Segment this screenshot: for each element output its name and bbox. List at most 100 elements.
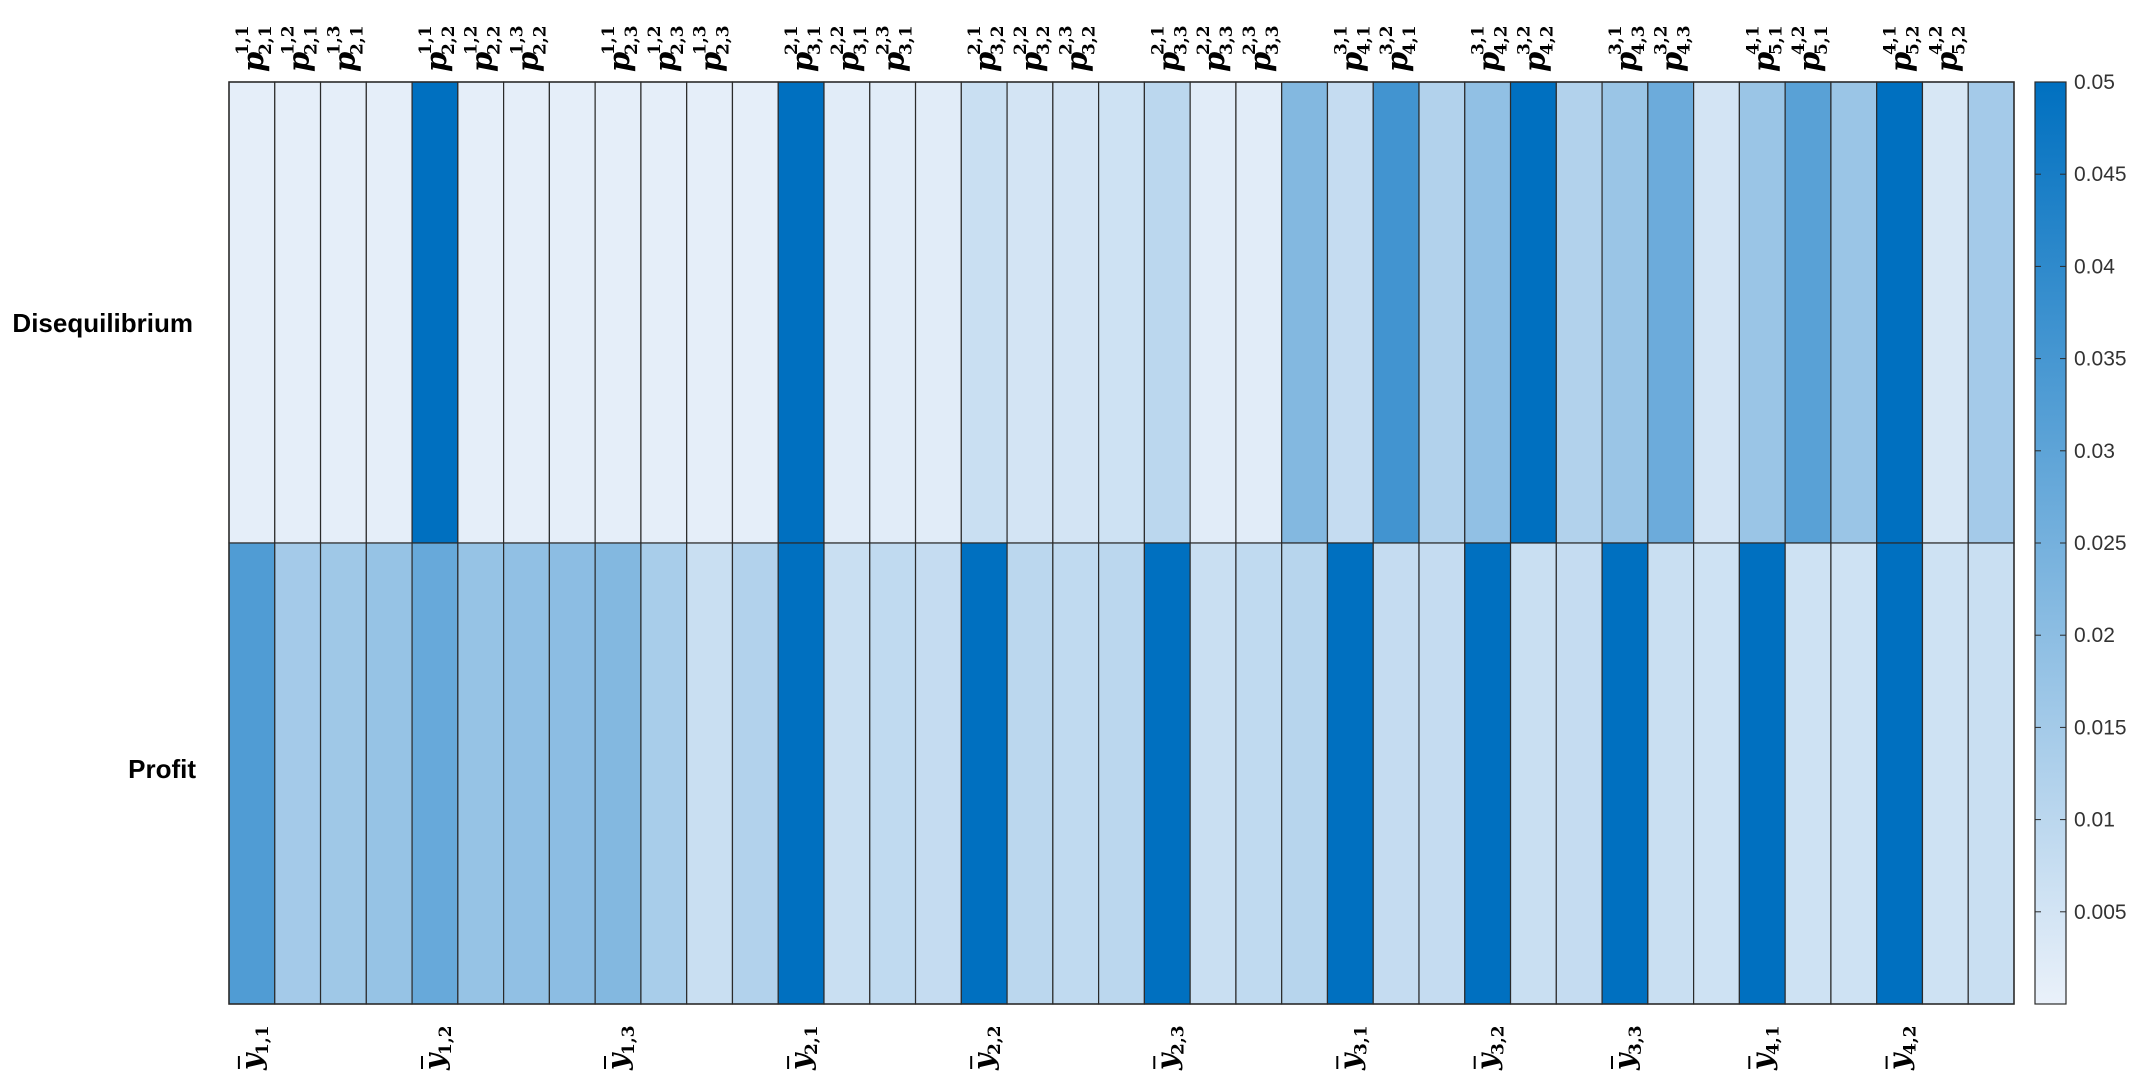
top-label-symbol-12: p (785, 52, 819, 72)
top-label-symbol-8: p (602, 52, 636, 72)
top-label-sub-8: 2,3 (622, 25, 642, 55)
top-label-33: p5,14,1 (1743, 25, 1786, 72)
heatmap-cell-r0-c1 (274, 81, 322, 544)
heatmap-cell-r0-c33 (1738, 81, 1786, 544)
top-label-sup-22: 2,3 (1240, 25, 1260, 55)
top-label-sub-20: 3,3 (1171, 25, 1191, 55)
top-label-sup-10: 1,3 (691, 25, 711, 55)
top-label-sup-36: 4,1 (1881, 25, 1901, 55)
heatmap-cell-r1-c16 (960, 542, 1008, 1005)
heatmap-cell-r1-c10 (686, 542, 734, 1005)
heatmap-cell-r0-c23 (1281, 81, 1329, 544)
top-label-sup-0: 1,1 (233, 25, 253, 55)
top-label-2: p2,11,3 (324, 25, 367, 72)
top-label-symbol-18: p (1060, 52, 1094, 72)
top-label-10: p2,31,3 (691, 25, 734, 72)
top-label-symbol-33: p (1746, 52, 1780, 72)
bottom-label-symbol-27: y (1471, 1052, 1504, 1071)
heatmap-cell-r0-c12 (777, 81, 825, 544)
top-label-sub-1: 2,1 (302, 25, 322, 55)
heatmap-cell-r0-c4 (411, 81, 459, 544)
bottom-label-sub-33: 4,1 (1763, 1025, 1783, 1055)
top-label-sup-33: 4,1 (1743, 25, 1763, 55)
bottom-label-12: y2,1 (784, 1025, 822, 1071)
heatmap-cell-r0-c35 (1830, 81, 1878, 544)
top-label-sup-4: 1,1 (416, 25, 436, 55)
heatmap-cell-r0-c0 (228, 81, 276, 544)
top-label-25: p4,13,2 (1377, 25, 1420, 72)
top-label-sup-16: 2,1 (965, 25, 985, 55)
heatmap-cell-r0-c7 (548, 81, 596, 544)
heatmap-cell-r1-c17 (1006, 542, 1054, 1005)
bottom-label-sub-8: 1,3 (619, 1025, 639, 1055)
heatmap-cell-r0-c17 (1006, 81, 1054, 544)
top-label-sup-28: 3,2 (1514, 25, 1534, 55)
heatmap-cell-r0-c31 (1647, 81, 1695, 544)
top-label-symbol-27: p (1472, 52, 1506, 72)
bottom-label-20: y2,3 (1150, 1025, 1188, 1071)
heatmap-cell-r1-c31 (1647, 542, 1695, 1005)
top-label-symbol-0: p (236, 52, 270, 72)
top-label-sup-17: 2,2 (1011, 25, 1031, 55)
top-label-sub-6: 2,2 (531, 25, 551, 55)
top-column-labels: p2,11,1p2,11,2p2,11,3p2,21,1p2,21,2p2,21… (233, 25, 1969, 72)
top-label-symbol-34: p (1792, 52, 1826, 72)
row-label-disequilibrium: Disequilibrium (12, 308, 193, 338)
top-label-sub-21: 3,3 (1217, 25, 1237, 55)
top-label-symbol-14: p (877, 52, 911, 72)
top-label-31: p4,33,2 (1652, 25, 1695, 72)
top-label-symbol-1: p (282, 52, 316, 72)
heatmap-cell-r0-c32 (1693, 81, 1740, 544)
bottom-label-symbol-0: y (235, 1052, 268, 1071)
top-label-sup-8: 1,1 (599, 25, 619, 55)
bottom-label-symbol-33: y (1745, 1052, 1778, 1071)
top-label-symbol-25: p (1380, 52, 1414, 72)
heatmap-cell-r1-c3 (365, 542, 413, 1005)
top-label-20: p3,32,1 (1148, 25, 1191, 72)
top-label-sup-1: 1,2 (279, 25, 299, 55)
colorbar-tick-label-6: 0.035 (2074, 348, 2127, 371)
top-label-sup-34: 4,2 (1789, 25, 1809, 55)
top-label-sub-28: 4,2 (1537, 25, 1557, 55)
heatmap-cell-r1-c25 (1372, 542, 1420, 1005)
heatmap-cell-r1-c27 (1464, 542, 1512, 1005)
top-label-sub-18: 3,2 (1080, 25, 1100, 55)
heatmap-cell-r1-c30 (1601, 542, 1649, 1005)
top-label-14: p3,12,3 (874, 25, 917, 72)
top-label-sup-27: 3,1 (1469, 25, 1489, 55)
heatmap-cell-r1-c22 (1235, 542, 1283, 1005)
top-label-sup-9: 1,2 (645, 25, 665, 55)
heatmap-cell-r0-c28 (1509, 81, 1557, 544)
heatmap-cell-r0-c37 (1921, 81, 1969, 544)
bottom-label-sub-20: 2,3 (1168, 1025, 1188, 1055)
top-label-sub-30: 4,3 (1629, 25, 1649, 55)
top-label-symbol-37: p (1929, 52, 1963, 72)
top-label-sup-6: 1,3 (508, 25, 528, 55)
top-label-symbol-28: p (1517, 52, 1551, 72)
top-label-sub-5: 2,2 (485, 25, 505, 55)
top-label-13: p3,12,2 (828, 25, 871, 72)
heatmap-cell-r1-c6 (503, 542, 550, 1005)
heatmap-cell-r0-c29 (1555, 81, 1603, 544)
heatmap-cell-r1-c23 (1281, 542, 1329, 1005)
top-label-sub-33: 5,1 (1766, 25, 1786, 55)
top-label-symbol-5: p (465, 52, 499, 72)
colorbar-tick-label-0: 0.005 (2074, 901, 2127, 924)
top-label-sub-34: 5,1 (1812, 25, 1832, 55)
top-label-30: p4,33,1 (1606, 25, 1649, 72)
heatmap-cell-r1-c32 (1693, 542, 1740, 1005)
colorbar-tick-label-4: 0.025 (2074, 532, 2127, 555)
heatmap-cell-r1-c5 (457, 542, 505, 1005)
heatmap-cell-r1-c29 (1555, 542, 1603, 1005)
bottom-label-symbol-8: y (601, 1052, 634, 1071)
heatmap-cell-r0-c20 (1143, 81, 1191, 544)
heatmap-cell-r0-c11 (731, 81, 779, 544)
top-label-sup-5: 1,2 (462, 25, 482, 55)
heatmap-cell-r1-c20 (1143, 542, 1191, 1005)
bottom-label-symbol-24: y (1333, 1052, 1366, 1071)
top-label-28: p4,23,2 (1514, 25, 1557, 72)
heatmap-cell-r0-c2 (319, 81, 367, 544)
top-label-sup-14: 2,3 (874, 25, 894, 55)
top-label-18: p3,22,3 (1057, 25, 1100, 72)
